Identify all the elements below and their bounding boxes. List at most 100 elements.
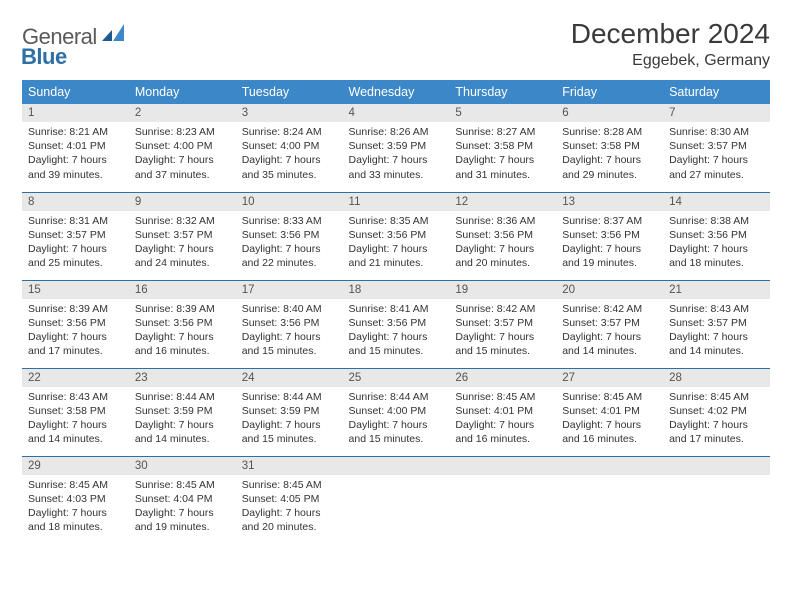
empty-cell: [449, 456, 556, 544]
day-number: 6: [556, 104, 663, 122]
day-cell: 3Sunrise: 8:24 AMSunset: 4:00 PMDaylight…: [236, 104, 343, 192]
day-cell: 2Sunrise: 8:23 AMSunset: 4:00 PMDaylight…: [129, 104, 236, 192]
day-details: Sunrise: 8:30 AMSunset: 3:57 PMDaylight:…: [663, 122, 770, 186]
day-details: Sunrise: 8:23 AMSunset: 4:00 PMDaylight:…: [129, 122, 236, 186]
day-details: Sunrise: 8:35 AMSunset: 3:56 PMDaylight:…: [343, 211, 450, 275]
empty-cell: [343, 456, 450, 544]
day-cell: 8Sunrise: 8:31 AMSunset: 3:57 PMDaylight…: [22, 192, 129, 280]
day-cell: 28Sunrise: 8:45 AMSunset: 4:02 PMDayligh…: [663, 368, 770, 456]
day-cell: 10Sunrise: 8:33 AMSunset: 3:56 PMDayligh…: [236, 192, 343, 280]
day-details: Sunrise: 8:36 AMSunset: 3:56 PMDaylight:…: [449, 211, 556, 275]
day-number: 24: [236, 369, 343, 387]
calendar-row: 22Sunrise: 8:43 AMSunset: 3:58 PMDayligh…: [22, 368, 770, 456]
day-details: Sunrise: 8:26 AMSunset: 3:59 PMDaylight:…: [343, 122, 450, 186]
day-details: Sunrise: 8:43 AMSunset: 3:58 PMDaylight:…: [22, 387, 129, 451]
day-cell: 21Sunrise: 8:43 AMSunset: 3:57 PMDayligh…: [663, 280, 770, 368]
day-number: 2: [129, 104, 236, 122]
day-number: 26: [449, 369, 556, 387]
day-details: Sunrise: 8:42 AMSunset: 3:57 PMDaylight:…: [556, 299, 663, 363]
logo-mark-icon: [102, 24, 124, 47]
day-number: 3: [236, 104, 343, 122]
day-number: 20: [556, 281, 663, 299]
day-number: 18: [343, 281, 450, 299]
day-details: Sunrise: 8:21 AMSunset: 4:01 PMDaylight:…: [22, 122, 129, 186]
day-number: 5: [449, 104, 556, 122]
day-number: 28: [663, 369, 770, 387]
day-details: Sunrise: 8:41 AMSunset: 3:56 PMDaylight:…: [343, 299, 450, 363]
day-number: 25: [343, 369, 450, 387]
day-cell: 16Sunrise: 8:39 AMSunset: 3:56 PMDayligh…: [129, 280, 236, 368]
day-number: 29: [22, 457, 129, 475]
day-number: 22: [22, 369, 129, 387]
title-block: December 2024 Eggebek, Germany: [571, 18, 770, 70]
day-details: Sunrise: 8:37 AMSunset: 3:56 PMDaylight:…: [556, 211, 663, 275]
day-cell: 18Sunrise: 8:41 AMSunset: 3:56 PMDayligh…: [343, 280, 450, 368]
weekday-header-row: Sunday Monday Tuesday Wednesday Thursday…: [22, 80, 770, 104]
location: Eggebek, Germany: [571, 52, 770, 70]
day-number: 12: [449, 193, 556, 211]
day-number: 13: [556, 193, 663, 211]
day-details: Sunrise: 8:44 AMSunset: 3:59 PMDaylight:…: [129, 387, 236, 451]
day-number: 10: [236, 193, 343, 211]
day-cell: 17Sunrise: 8:40 AMSunset: 3:56 PMDayligh…: [236, 280, 343, 368]
day-details: Sunrise: 8:45 AMSunset: 4:03 PMDaylight:…: [22, 475, 129, 539]
weekday-header: Saturday: [663, 80, 770, 104]
day-number: 15: [22, 281, 129, 299]
day-details: Sunrise: 8:45 AMSunset: 4:02 PMDaylight:…: [663, 387, 770, 451]
day-cell: 26Sunrise: 8:45 AMSunset: 4:01 PMDayligh…: [449, 368, 556, 456]
header: General December 2024 Eggebek, Germany: [22, 18, 770, 70]
day-cell: 15Sunrise: 8:39 AMSunset: 3:56 PMDayligh…: [22, 280, 129, 368]
month-title: December 2024: [571, 18, 770, 50]
day-number: 23: [129, 369, 236, 387]
weekday-header: Thursday: [449, 80, 556, 104]
empty-cell: [663, 456, 770, 544]
weekday-header: Tuesday: [236, 80, 343, 104]
day-cell: 12Sunrise: 8:36 AMSunset: 3:56 PMDayligh…: [449, 192, 556, 280]
day-details: Sunrise: 8:39 AMSunset: 3:56 PMDaylight:…: [22, 299, 129, 363]
calendar-row: 29Sunrise: 8:45 AMSunset: 4:03 PMDayligh…: [22, 456, 770, 544]
day-details: Sunrise: 8:40 AMSunset: 3:56 PMDaylight:…: [236, 299, 343, 363]
day-details: Sunrise: 8:31 AMSunset: 3:57 PMDaylight:…: [22, 211, 129, 275]
day-details: Sunrise: 8:32 AMSunset: 3:57 PMDaylight:…: [129, 211, 236, 275]
day-details: Sunrise: 8:45 AMSunset: 4:01 PMDaylight:…: [556, 387, 663, 451]
day-cell: 14Sunrise: 8:38 AMSunset: 3:56 PMDayligh…: [663, 192, 770, 280]
day-number: 31: [236, 457, 343, 475]
calendar-row: 8Sunrise: 8:31 AMSunset: 3:57 PMDaylight…: [22, 192, 770, 280]
day-number: 30: [129, 457, 236, 475]
day-number: 11: [343, 193, 450, 211]
empty-cell: [556, 456, 663, 544]
day-cell: 1Sunrise: 8:21 AMSunset: 4:01 PMDaylight…: [22, 104, 129, 192]
day-cell: 31Sunrise: 8:45 AMSunset: 4:05 PMDayligh…: [236, 456, 343, 544]
day-cell: 11Sunrise: 8:35 AMSunset: 3:56 PMDayligh…: [343, 192, 450, 280]
weekday-header: Wednesday: [343, 80, 450, 104]
day-number: 17: [236, 281, 343, 299]
day-details: Sunrise: 8:24 AMSunset: 4:00 PMDaylight:…: [236, 122, 343, 186]
day-details: Sunrise: 8:42 AMSunset: 3:57 PMDaylight:…: [449, 299, 556, 363]
day-details: Sunrise: 8:38 AMSunset: 3:56 PMDaylight:…: [663, 211, 770, 275]
day-cell: 7Sunrise: 8:30 AMSunset: 3:57 PMDaylight…: [663, 104, 770, 192]
day-cell: 9Sunrise: 8:32 AMSunset: 3:57 PMDaylight…: [129, 192, 236, 280]
day-details: Sunrise: 8:44 AMSunset: 4:00 PMDaylight:…: [343, 387, 450, 451]
day-number: 4: [343, 104, 450, 122]
day-cell: 25Sunrise: 8:44 AMSunset: 4:00 PMDayligh…: [343, 368, 450, 456]
day-cell: 6Sunrise: 8:28 AMSunset: 3:58 PMDaylight…: [556, 104, 663, 192]
day-number: 8: [22, 193, 129, 211]
calendar-row: 15Sunrise: 8:39 AMSunset: 3:56 PMDayligh…: [22, 280, 770, 368]
day-details: Sunrise: 8:44 AMSunset: 3:59 PMDaylight:…: [236, 387, 343, 451]
weekday-header: Monday: [129, 80, 236, 104]
day-details: Sunrise: 8:45 AMSunset: 4:01 PMDaylight:…: [449, 387, 556, 451]
day-number: 27: [556, 369, 663, 387]
day-cell: 22Sunrise: 8:43 AMSunset: 3:58 PMDayligh…: [22, 368, 129, 456]
weekday-header: Friday: [556, 80, 663, 104]
day-cell: 19Sunrise: 8:42 AMSunset: 3:57 PMDayligh…: [449, 280, 556, 368]
day-details: Sunrise: 8:27 AMSunset: 3:58 PMDaylight:…: [449, 122, 556, 186]
weekday-header: Sunday: [22, 80, 129, 104]
day-number: 9: [129, 193, 236, 211]
day-number: 14: [663, 193, 770, 211]
day-cell: 27Sunrise: 8:45 AMSunset: 4:01 PMDayligh…: [556, 368, 663, 456]
calendar-table: Sunday Monday Tuesday Wednesday Thursday…: [22, 80, 770, 544]
day-cell: 4Sunrise: 8:26 AMSunset: 3:59 PMDaylight…: [343, 104, 450, 192]
day-number: 1: [22, 104, 129, 122]
day-details: Sunrise: 8:45 AMSunset: 4:04 PMDaylight:…: [129, 475, 236, 539]
day-cell: 5Sunrise: 8:27 AMSunset: 3:58 PMDaylight…: [449, 104, 556, 192]
